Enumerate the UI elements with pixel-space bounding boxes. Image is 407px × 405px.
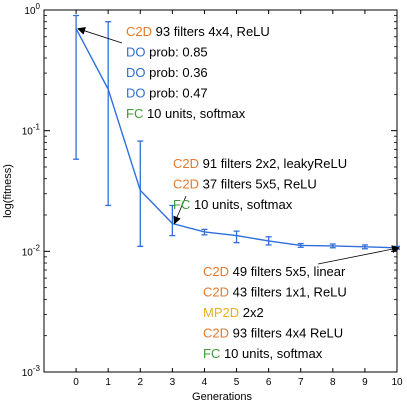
annotation-segment: C2D <box>203 285 229 300</box>
x-tick-label: 3 <box>170 377 176 388</box>
series-lines <box>75 28 398 249</box>
annotation-arrow <box>317 245 400 265</box>
annotation-line: C2D 49 filters 5x5, linear <box>203 264 346 279</box>
annotation-line: FC 10 units, softmax <box>203 346 323 361</box>
x-tick-label: 7 <box>298 377 304 388</box>
annotation-segment: 37 filters 5x5, ReLU <box>199 177 317 192</box>
y-tick-label: 100 <box>24 2 40 17</box>
annotation-segment: DO <box>126 65 146 80</box>
x-tick-label: 2 <box>137 377 143 388</box>
plot-frame <box>43 9 398 373</box>
annotation-segment: 10 units, softmax <box>190 197 292 212</box>
annotation-segment: C2D <box>203 264 229 279</box>
x-tick-label: 1 <box>105 377 111 388</box>
x-tick-label: 6 <box>266 377 272 388</box>
x-tick-label: 10 <box>391 377 403 388</box>
annotation-segment: C2D <box>173 177 199 192</box>
x-tick-label: 9 <box>362 377 368 388</box>
annotation-line: FC 10 units, softmax <box>126 106 246 121</box>
annotation-segment: prob: 0.85 <box>146 45 208 60</box>
x-tick-label: 4 <box>202 377 208 388</box>
annotation-segment: FC <box>203 346 220 361</box>
annotation-segment: 10 units, softmax <box>143 106 245 121</box>
annotation-segment: MP2D <box>203 305 239 320</box>
annotation-line: FC 10 units, softmax <box>173 197 293 212</box>
annotation-line: MP2D 2x2 <box>203 305 264 320</box>
x-axis-ticks: 0 1 2 3 4 5 6 7 8 9 10 <box>73 10 403 388</box>
annotation-segment: 93 filters 4x4, ReLU <box>152 24 270 39</box>
annotation-segment: 43 filters 1x1, ReLU <box>229 285 347 300</box>
annotation-arrow <box>77 27 123 44</box>
y-axis-ticks: 100 10-1 10-2 10-3 <box>22 2 397 379</box>
x-tick-label: 5 <box>234 377 240 388</box>
annotation-segment: FC <box>173 197 190 212</box>
y-tick-label: 10-3 <box>22 364 41 379</box>
x-tick-label: 0 <box>73 377 79 388</box>
annotation-segment: 93 filters 4x4 ReLU <box>229 326 343 341</box>
annotation-line: C2D 43 filters 1x1, ReLU <box>203 285 347 300</box>
annotation-line: DO prob: 0.47 <box>126 86 208 101</box>
annotation-segment: C2D <box>203 326 229 341</box>
annotation-segment: C2D <box>126 24 152 39</box>
annotation-line: C2D 93 filters 4x4, ReLU <box>126 24 270 39</box>
annotation-segment: prob: 0.47 <box>146 86 208 101</box>
annotation-segment: 10 units, softmax <box>220 346 322 361</box>
x-tick-label: 8 <box>330 377 336 388</box>
annotation-segment: DO <box>126 45 146 60</box>
annotation-line: DO prob: 0.36 <box>126 65 208 80</box>
y-tick-label: 10-1 <box>22 123 41 138</box>
annotation-line: C2D 37 filters 5x5, ReLU <box>173 177 317 192</box>
x-axis-label: Generations <box>192 391 252 403</box>
annotation-segment: DO <box>126 86 146 101</box>
annotation-line: C2D 91 filters 2x2, leakyReLU <box>173 156 347 171</box>
y-axis-label: log(fitness) <box>2 164 14 218</box>
annotation-segment: 2x2 <box>239 305 264 320</box>
annotation-line: DO prob: 0.85 <box>126 45 208 60</box>
annotation-segment: FC <box>126 106 143 121</box>
series-line <box>75 28 398 249</box>
annotation-arrow <box>173 195 187 225</box>
annotation-segment: 91 filters 2x2, leakyReLU <box>199 156 347 171</box>
annotation-segment: C2D <box>173 156 199 171</box>
annotation-segment: prob: 0.36 <box>146 65 208 80</box>
error-bars <box>73 14 400 250</box>
annotation-segment: 49 filters 5x5, linear <box>229 264 346 279</box>
y-tick-label: 10-2 <box>22 243 41 258</box>
annotation-line: C2D 93 filters 4x4 ReLU <box>203 326 343 341</box>
